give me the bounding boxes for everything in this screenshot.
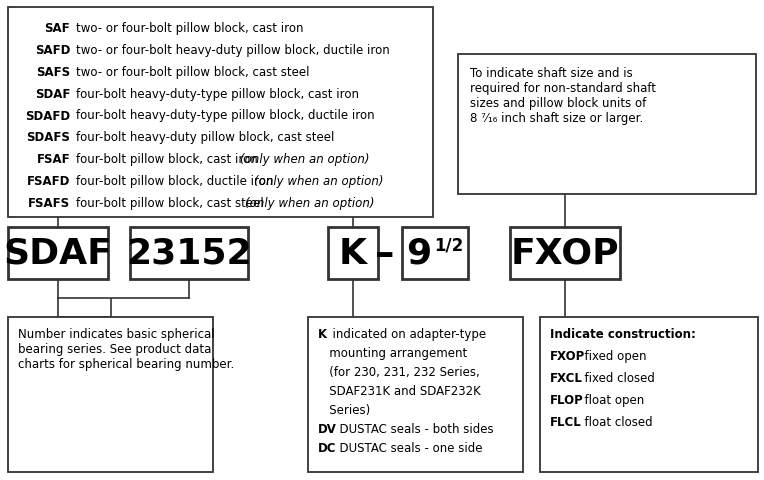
Text: FXOP: FXOP xyxy=(510,237,620,270)
Text: indicated on adapter-type: indicated on adapter-type xyxy=(325,327,486,340)
Text: –: – xyxy=(375,235,395,273)
Text: SDAFS: SDAFS xyxy=(26,131,70,144)
Text: mounting arrangement: mounting arrangement xyxy=(318,346,468,359)
Bar xyxy=(458,55,756,194)
Text: DC: DC xyxy=(318,441,336,454)
Text: SDAFD: SDAFD xyxy=(25,109,70,122)
Text: 9: 9 xyxy=(406,237,431,270)
Text: four-bolt pillow block, cast steel: four-bolt pillow block, cast steel xyxy=(76,196,267,209)
Text: four-bolt heavy-duty-type pillow block, ductile iron: four-bolt heavy-duty-type pillow block, … xyxy=(76,109,374,122)
Text: four-bolt pillow block, ductile iron: four-bolt pillow block, ductile iron xyxy=(76,174,277,188)
Text: Indicate construction:: Indicate construction: xyxy=(550,327,696,340)
Text: four-bolt heavy-duty pillow block, cast steel: four-bolt heavy-duty pillow block, cast … xyxy=(76,131,335,144)
Bar xyxy=(540,317,758,472)
Bar xyxy=(510,228,620,279)
Text: SDAF: SDAF xyxy=(34,87,70,100)
Text: Number indicates basic spherical
bearing series. See product data
charts for sph: Number indicates basic spherical bearing… xyxy=(18,327,235,370)
Bar xyxy=(8,228,108,279)
Bar xyxy=(8,317,213,472)
Text: fixed open: fixed open xyxy=(577,349,646,362)
Text: DUSTAC seals - one side: DUSTAC seals - one side xyxy=(332,441,482,454)
Text: To indicate shaft size and is
required for non-standard shaft
sizes and pillow b: To indicate shaft size and is required f… xyxy=(470,67,656,125)
Text: K: K xyxy=(339,237,367,270)
Text: SAF: SAF xyxy=(44,23,70,36)
Bar xyxy=(130,228,248,279)
Text: SAFD: SAFD xyxy=(34,44,70,57)
Text: four-bolt pillow block, cast iron: four-bolt pillow block, cast iron xyxy=(76,153,261,166)
Text: FSAFD: FSAFD xyxy=(27,174,70,188)
Text: DUSTAC seals - both sides: DUSTAC seals - both sides xyxy=(332,422,494,435)
Text: SDAF231K and SDAF232K: SDAF231K and SDAF232K xyxy=(318,384,481,397)
Text: 1/2: 1/2 xyxy=(434,237,463,254)
Text: K: K xyxy=(318,327,327,340)
Text: (only when an option): (only when an option) xyxy=(254,174,384,188)
Text: FSAFS: FSAFS xyxy=(28,196,70,209)
Text: 23152: 23152 xyxy=(126,237,252,270)
Text: fixed closed: fixed closed xyxy=(577,371,655,384)
Text: FLOP: FLOP xyxy=(550,393,584,406)
Text: two- or four-bolt pillow block, cast iron: two- or four-bolt pillow block, cast iro… xyxy=(76,23,303,36)
Text: FXOP: FXOP xyxy=(550,349,585,362)
Text: Series): Series) xyxy=(318,403,371,416)
Bar xyxy=(328,228,378,279)
Text: two- or four-bolt heavy-duty pillow block, ductile iron: two- or four-bolt heavy-duty pillow bloc… xyxy=(76,44,390,57)
Text: DV: DV xyxy=(318,422,337,435)
Text: FSAF: FSAF xyxy=(37,153,70,166)
Text: (only when an option): (only when an option) xyxy=(244,196,374,209)
Text: float open: float open xyxy=(577,393,645,406)
Text: four-bolt heavy-duty-type pillow block, cast iron: four-bolt heavy-duty-type pillow block, … xyxy=(76,87,359,100)
Text: FLCL: FLCL xyxy=(550,415,581,428)
Bar xyxy=(8,8,433,217)
Bar xyxy=(308,317,523,472)
Text: SDAF: SDAF xyxy=(4,237,112,270)
Text: float closed: float closed xyxy=(577,415,652,428)
Text: (only when an option): (only when an option) xyxy=(240,153,369,166)
Text: (for 230, 231, 232 Series,: (for 230, 231, 232 Series, xyxy=(318,365,480,378)
Text: FXCL: FXCL xyxy=(550,371,583,384)
Text: two- or four-bolt pillow block, cast steel: two- or four-bolt pillow block, cast ste… xyxy=(76,66,309,79)
Bar xyxy=(402,228,468,279)
Text: SAFS: SAFS xyxy=(36,66,70,79)
